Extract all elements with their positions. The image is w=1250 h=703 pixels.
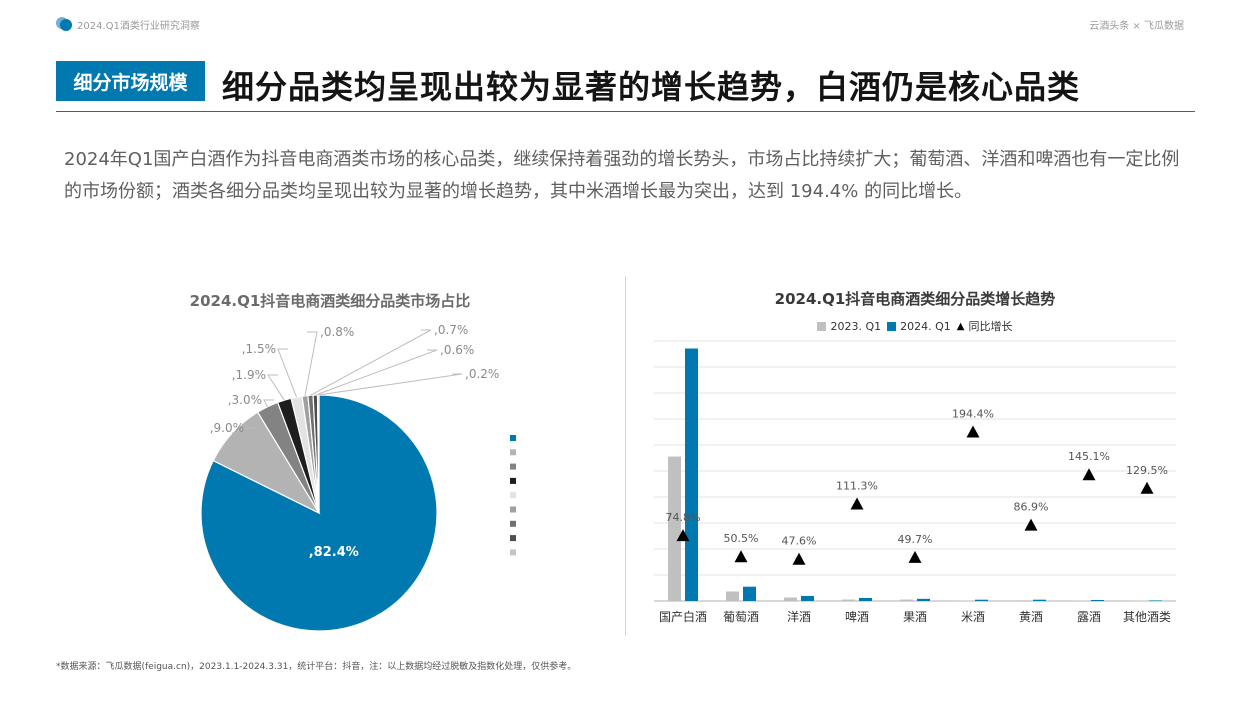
triangle-icon: ▲ bbox=[956, 320, 965, 332]
growth-marker bbox=[908, 550, 922, 563]
bar-2023 bbox=[900, 599, 913, 601]
growth-label: 194.4% bbox=[952, 408, 994, 421]
growth-label: 129.5% bbox=[1126, 464, 1168, 477]
growth-marker bbox=[1140, 481, 1154, 494]
pie-leader-line bbox=[277, 348, 297, 398]
pie-leader-line bbox=[318, 373, 463, 396]
pie-slice-label: ,0.7% bbox=[434, 323, 468, 337]
pie-leader-line bbox=[310, 329, 432, 396]
bar-2024 bbox=[1091, 599, 1104, 601]
category-label: 其他酒类 bbox=[1123, 610, 1171, 624]
growth-label: 47.6% bbox=[782, 535, 817, 548]
bar-2024 bbox=[685, 348, 698, 601]
category-label: 国产白酒 bbox=[659, 609, 707, 624]
pie-slice-label: ,1.9% bbox=[232, 368, 266, 382]
legend-swatch-2024 bbox=[887, 321, 897, 331]
legend-item-growth: ▲ 同比增长 bbox=[957, 318, 1013, 334]
pie-leader-line bbox=[267, 374, 285, 401]
bar-2023 bbox=[1016, 600, 1029, 601]
legend-item-2024: 2024. Q1 bbox=[887, 320, 951, 333]
growth-marker bbox=[1082, 468, 1096, 481]
pie-slice-label: ,3.0% bbox=[228, 393, 262, 407]
pie-leader-line bbox=[231, 427, 256, 434]
legend-label-2023: 2023. Q1 bbox=[830, 319, 882, 333]
brand-credit: 云酒头条 × 飞瓜数据 bbox=[1089, 21, 1184, 32]
pie-legend-swatch bbox=[510, 435, 516, 441]
bar-2023 bbox=[1074, 600, 1087, 602]
bar-2023 bbox=[958, 600, 971, 602]
bar-2023 bbox=[1132, 600, 1145, 602]
title-divider bbox=[56, 111, 1195, 112]
growth-marker bbox=[792, 552, 806, 565]
pie-slice-label: ,1.5% bbox=[242, 342, 276, 356]
bar-2023 bbox=[784, 597, 797, 601]
bar-chart: 74.8% 国产白酒 50.5% 葡萄酒 47.6% 洋酒 111.3% 啤酒 49.7% 果酒 1… bbox=[654, 340, 1176, 624]
pie-slice-label: ,9.0% bbox=[210, 421, 244, 435]
bar-2024 bbox=[859, 597, 872, 601]
growth-label: 74.8% bbox=[666, 511, 701, 524]
category-label: 黄酒 bbox=[1019, 610, 1043, 624]
category-label: 果酒 bbox=[903, 610, 927, 624]
source-footnote: *数据来源：飞瓜数据(feigua.cn)，2023.1.1-2024.3.31… bbox=[56, 662, 577, 672]
pie-legend-swatch bbox=[510, 492, 516, 499]
pie-leader-line bbox=[304, 331, 318, 396]
bar-2024 bbox=[975, 599, 988, 601]
pie-slice-label: ,0.8% bbox=[320, 325, 354, 339]
bar-chart-title: 2024.Q1抖音电商酒类细分品类增长趋势 bbox=[774, 290, 1056, 308]
growth-label: 145.1% bbox=[1068, 450, 1110, 463]
intro-paragraph: 2024年Q1国产白酒作为抖音电商酒类市场的核心品类，继续保持着强劲的增长势头，… bbox=[64, 149, 1180, 202]
bar-2023 bbox=[842, 599, 855, 601]
pie-chart: ,82.4% ,9.0% ,3.0% ,1.9% ,1.5% ,0.8% ,0.7% ,0.6… bbox=[200, 323, 516, 632]
pie-slice-label: ,82.4% bbox=[309, 545, 359, 560]
category-label: 露酒 bbox=[1077, 610, 1101, 624]
category-label: 米酒 bbox=[961, 610, 985, 624]
category-label: 洋酒 bbox=[787, 609, 811, 624]
growth-label: 50.5% bbox=[724, 532, 759, 545]
pie-legend-swatch bbox=[510, 520, 516, 527]
pie-legend-swatch bbox=[510, 535, 516, 542]
page-title: 细分品类均呈现出较为显著的增长趋势，白酒仍是核心品类 bbox=[222, 68, 1081, 106]
charts-divider bbox=[625, 276, 626, 636]
pie-leader-line bbox=[263, 399, 274, 408]
bar-2024 bbox=[1149, 600, 1162, 601]
legend-swatch-2023 bbox=[817, 321, 827, 331]
pie-legend-swatch bbox=[510, 549, 516, 556]
legend-item-2023: 2023. Q1 bbox=[817, 320, 881, 333]
bar-2024 bbox=[917, 598, 930, 601]
pie-legend-swatch bbox=[510, 449, 516, 456]
pie-slice-label: ,0.2% bbox=[465, 367, 499, 381]
bar-2024 bbox=[801, 595, 814, 601]
logo-icon bbox=[56, 17, 72, 31]
category-label: 葡萄酒 bbox=[723, 610, 759, 624]
section-tag: 细分市场规模 bbox=[56, 61, 205, 101]
pie-chart-title: 2024.Q1抖音电商酒类细分品类市场占比 bbox=[189, 292, 471, 310]
growth-marker bbox=[676, 529, 690, 542]
pie-slice bbox=[200, 394, 438, 632]
growth-marker bbox=[850, 497, 864, 510]
bar-2023 bbox=[726, 591, 739, 601]
growth-label: 49.7% bbox=[898, 533, 933, 546]
category-label: 啤酒 bbox=[845, 609, 869, 624]
growth-label: 111.3% bbox=[836, 480, 878, 493]
growth-label: 86.9% bbox=[1014, 501, 1049, 514]
report-label: 2024.Q1酒类行业研究洞察 bbox=[77, 21, 200, 32]
bar-2023 bbox=[668, 456, 681, 601]
growth-marker bbox=[1024, 518, 1038, 531]
pie-slice-label: ,0.6% bbox=[440, 343, 474, 357]
bar-2024 bbox=[1033, 599, 1046, 601]
bar-2024 bbox=[743, 586, 756, 601]
pie-leader-line bbox=[315, 349, 438, 396]
pie-legend-swatch bbox=[510, 463, 516, 470]
legend-label-2024: 2024. Q1 bbox=[900, 319, 951, 333]
pie-legend-swatch bbox=[510, 506, 516, 513]
growth-marker bbox=[734, 550, 748, 563]
pie-legend-swatch bbox=[510, 477, 516, 484]
bar-chart-legend: 2023. Q1 2024. Q1 ▲ 同比增长 bbox=[640, 318, 1190, 334]
legend-label-growth: 同比增长 bbox=[968, 320, 1013, 333]
growth-marker bbox=[966, 425, 980, 438]
